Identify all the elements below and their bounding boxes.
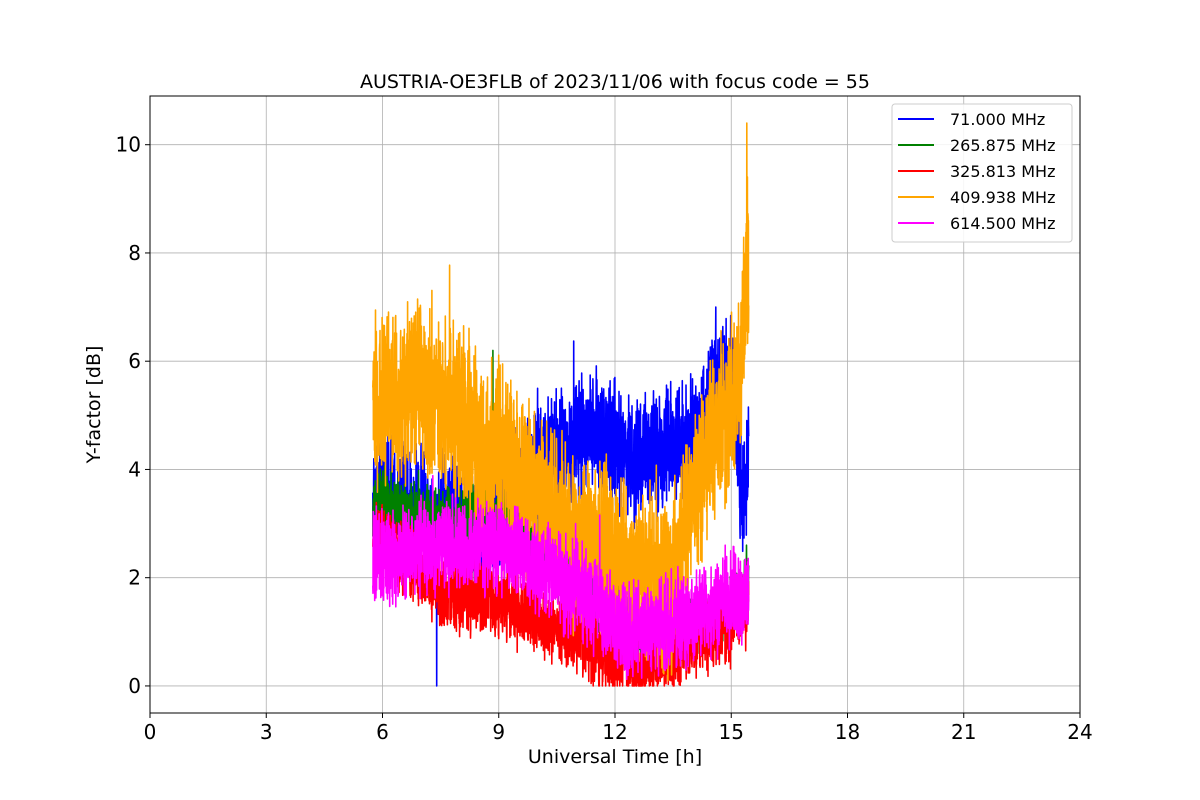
legend: 71.000 MHz 265.875 MHz 325.813 MHz 409.938 …	[891, 103, 1073, 243]
x-tick-label: 15	[719, 720, 744, 744]
series-line-614	[372, 474, 750, 680]
y-tick-label: 0	[128, 674, 141, 698]
x-tick-label: 3	[260, 720, 273, 744]
y-tick-label: 6	[128, 349, 141, 373]
y-ticks: 0 2 4 6 8 10	[116, 133, 150, 698]
x-axis-label: Universal Time [h]	[528, 746, 702, 768]
x-tick-label: 21	[951, 720, 976, 744]
legend-label-614: 614.500 MHz	[950, 214, 1055, 233]
legend-label-409: 409.938 MHz	[950, 188, 1055, 207]
y-tick-label: 8	[128, 241, 141, 265]
x-tick-label: 6	[376, 720, 389, 744]
legend-label-71: 71.000 MHz	[950, 110, 1045, 129]
x-tick-label: 9	[492, 720, 505, 744]
legend-label-265: 265.875 MHz	[950, 136, 1055, 155]
y-axis-label: Y-factor [dB]	[83, 346, 105, 465]
x-tick-label: 12	[602, 720, 627, 744]
y-tick-label: 2	[128, 566, 141, 590]
legend-label-325: 325.813 MHz	[950, 162, 1055, 181]
y-tick-label: 4	[128, 457, 141, 481]
x-tick-label: 24	[1067, 720, 1092, 744]
x-tick-label: 0	[144, 720, 157, 744]
chart-title: AUSTRIA-OE3FLB of 2023/11/06 with focus …	[360, 71, 870, 93]
x-ticks: 0 3 6 9 12 15 18 21 24	[144, 713, 1093, 744]
series-layer	[372, 122, 750, 687]
legend-box	[891, 103, 1073, 243]
y-tick-label: 10	[116, 133, 141, 157]
x-tick-label: 18	[835, 720, 860, 744]
